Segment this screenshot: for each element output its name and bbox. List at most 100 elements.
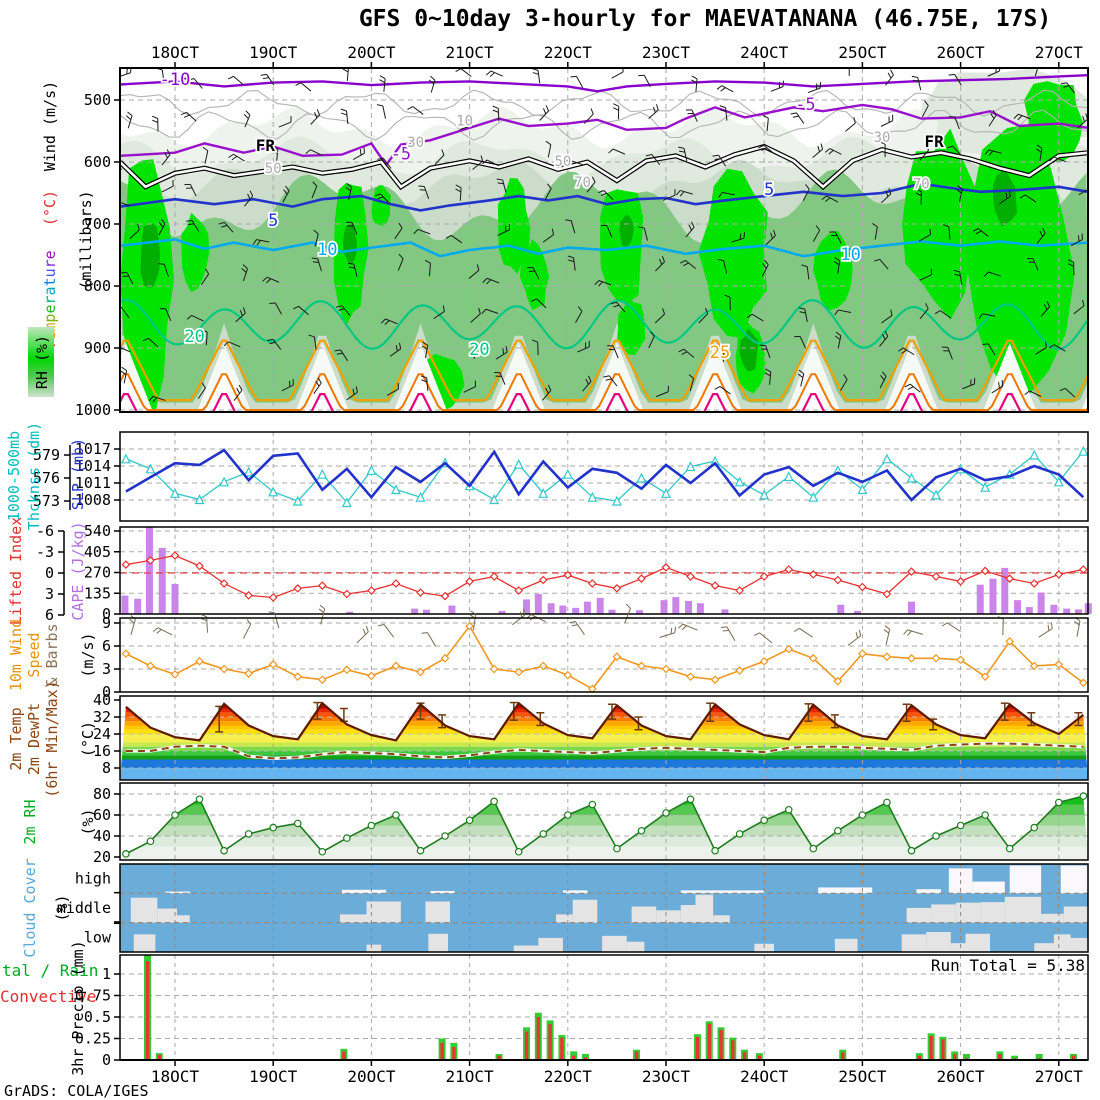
svg-text:25OCT: 25OCT <box>838 1067 887 1086</box>
main-frame: 500 600 700 800 900 1000 18OCT 19OCT 20OCT 21OCT 2… <box>75 43 1089 419</box>
svg-text:0: 0 <box>45 564 54 582</box>
svg-text:10: 10 <box>317 240 337 260</box>
svg-text:-3: -3 <box>36 543 54 561</box>
svg-text:1017: 1017 <box>75 440 111 458</box>
svg-text:10: 10 <box>456 113 473 129</box>
svg-text:0: 0 <box>102 683 111 701</box>
chart-title: GFS 0~10day 3-hourly for MAEVATANANA (46… <box>358 6 1052 32</box>
svg-text:24OCT: 24OCT <box>740 1067 789 1086</box>
svg-text:18OCT: 18OCT <box>151 43 200 62</box>
svg-text:21OCT: 21OCT <box>446 43 495 62</box>
svg-text:19OCT: 19OCT <box>249 43 298 62</box>
svg-text:40: 40 <box>93 691 111 709</box>
svg-text:573: 573 <box>33 492 60 510</box>
svg-text:50: 50 <box>554 154 571 170</box>
svg-text:50: 50 <box>265 161 282 177</box>
svg-text:0: 0 <box>102 605 111 623</box>
svg-text:middle: middle <box>57 899 111 917</box>
svg-text:135: 135 <box>84 584 111 602</box>
svg-text:24OCT: 24OCT <box>740 43 789 62</box>
svg-text:6: 6 <box>45 606 54 624</box>
svg-text:27OCT: 27OCT <box>1035 43 1084 62</box>
panel-cloud-cover: high middle low <box>57 863 1089 953</box>
svg-text:80: 80 <box>93 785 111 803</box>
svg-text:20: 20 <box>469 340 489 360</box>
svg-text:540: 540 <box>84 522 111 540</box>
svg-text:30: 30 <box>407 135 424 151</box>
svg-text:5: 5 <box>268 211 278 231</box>
panel-cape-li: 540 405 270 135 0 -6 -3 0 3 6 <box>36 522 1092 624</box>
svg-text:23OCT: 23OCT <box>642 1067 691 1086</box>
svg-text:1000: 1000 <box>75 401 111 419</box>
svg-text:26OCT: 26OCT <box>937 43 986 62</box>
legend-total-rain: tal / Rain <box>2 961 99 980</box>
svg-text:20: 20 <box>93 848 111 866</box>
svg-text:40: 40 <box>93 827 111 845</box>
svg-text:19OCT: 19OCT <box>249 1067 298 1086</box>
svg-text:FR: FR <box>256 136 276 155</box>
svg-text:0.75: 0.75 <box>75 987 111 1005</box>
svg-text:576: 576 <box>33 469 60 487</box>
svg-text:26OCT: 26OCT <box>937 1067 986 1086</box>
rh-gradient-swatch <box>28 327 54 397</box>
svg-text:10: 10 <box>840 245 860 265</box>
panel-10m-wind: 9 6 3 0 <box>102 603 1089 701</box>
svg-text:16: 16 <box>93 742 111 760</box>
svg-text:20: 20 <box>184 327 204 347</box>
svg-text:high: high <box>75 870 111 888</box>
svg-text:3: 3 <box>45 585 54 603</box>
panel-precip: 1 0.75 0.5 0.25 0 18OCT 19OCT 20OCT 21OCT 22OCT 23… <box>75 954 1089 1086</box>
svg-text:25OCT: 25OCT <box>838 43 887 62</box>
svg-text:6: 6 <box>102 637 111 655</box>
panel-2m-rh: 80 60 40 20 <box>93 782 1089 866</box>
svg-text:70: 70 <box>913 177 930 193</box>
svg-text:30: 30 <box>874 130 891 146</box>
svg-text:800: 800 <box>84 277 111 295</box>
svg-text:1011: 1011 <box>75 474 111 492</box>
svg-text:20OCT: 20OCT <box>347 43 396 62</box>
svg-text:24: 24 <box>93 725 111 743</box>
svg-text:900: 900 <box>84 339 111 357</box>
svg-text:8: 8 <box>102 759 111 777</box>
svg-text:32: 32 <box>93 708 111 726</box>
svg-text:1008: 1008 <box>75 491 111 509</box>
svg-text:21OCT: 21OCT <box>446 1067 495 1086</box>
svg-text:22OCT: 22OCT <box>544 43 593 62</box>
svg-text:1: 1 <box>102 965 111 983</box>
svg-text:5: 5 <box>764 180 774 200</box>
svg-text:18OCT: 18OCT <box>151 1067 200 1086</box>
svg-text:-5: -5 <box>391 145 411 165</box>
svg-text:23OCT: 23OCT <box>642 43 691 62</box>
svg-text:579: 579 <box>33 446 60 464</box>
svg-text:270: 270 <box>84 564 111 582</box>
run-total: Run Total = 5.38 <box>930 956 1085 975</box>
svg-text:405: 405 <box>84 543 111 561</box>
svg-text:3: 3 <box>102 660 111 678</box>
svg-text:70: 70 <box>574 175 591 191</box>
svg-text:0.5: 0.5 <box>84 1008 111 1026</box>
svg-text:-5: -5 <box>795 95 815 115</box>
svg-text:9: 9 <box>102 614 111 632</box>
svg-text:25: 25 <box>710 343 730 363</box>
svg-text:-10: -10 <box>160 70 191 90</box>
svg-text:FR: FR <box>924 132 944 151</box>
svg-text:-6: -6 <box>36 522 54 540</box>
legend-convective: Convective <box>0 987 97 1006</box>
svg-text:60: 60 <box>93 806 111 824</box>
svg-text:1014: 1014 <box>75 457 111 475</box>
svg-text:20OCT: 20OCT <box>347 1067 396 1086</box>
svg-text:600: 600 <box>84 153 111 171</box>
svg-text:22OCT: 22OCT <box>544 1067 593 1086</box>
svg-text:low: low <box>84 928 112 946</box>
grads-credit: GrADS: COLA/IGES <box>4 1082 149 1100</box>
svg-text:700: 700 <box>84 215 111 233</box>
svg-text:500: 500 <box>84 91 111 109</box>
svg-text:0: 0 <box>102 1051 111 1069</box>
svg-text:27OCT: 27OCT <box>1035 1067 1084 1086</box>
svg-text:0.25: 0.25 <box>75 1030 111 1048</box>
